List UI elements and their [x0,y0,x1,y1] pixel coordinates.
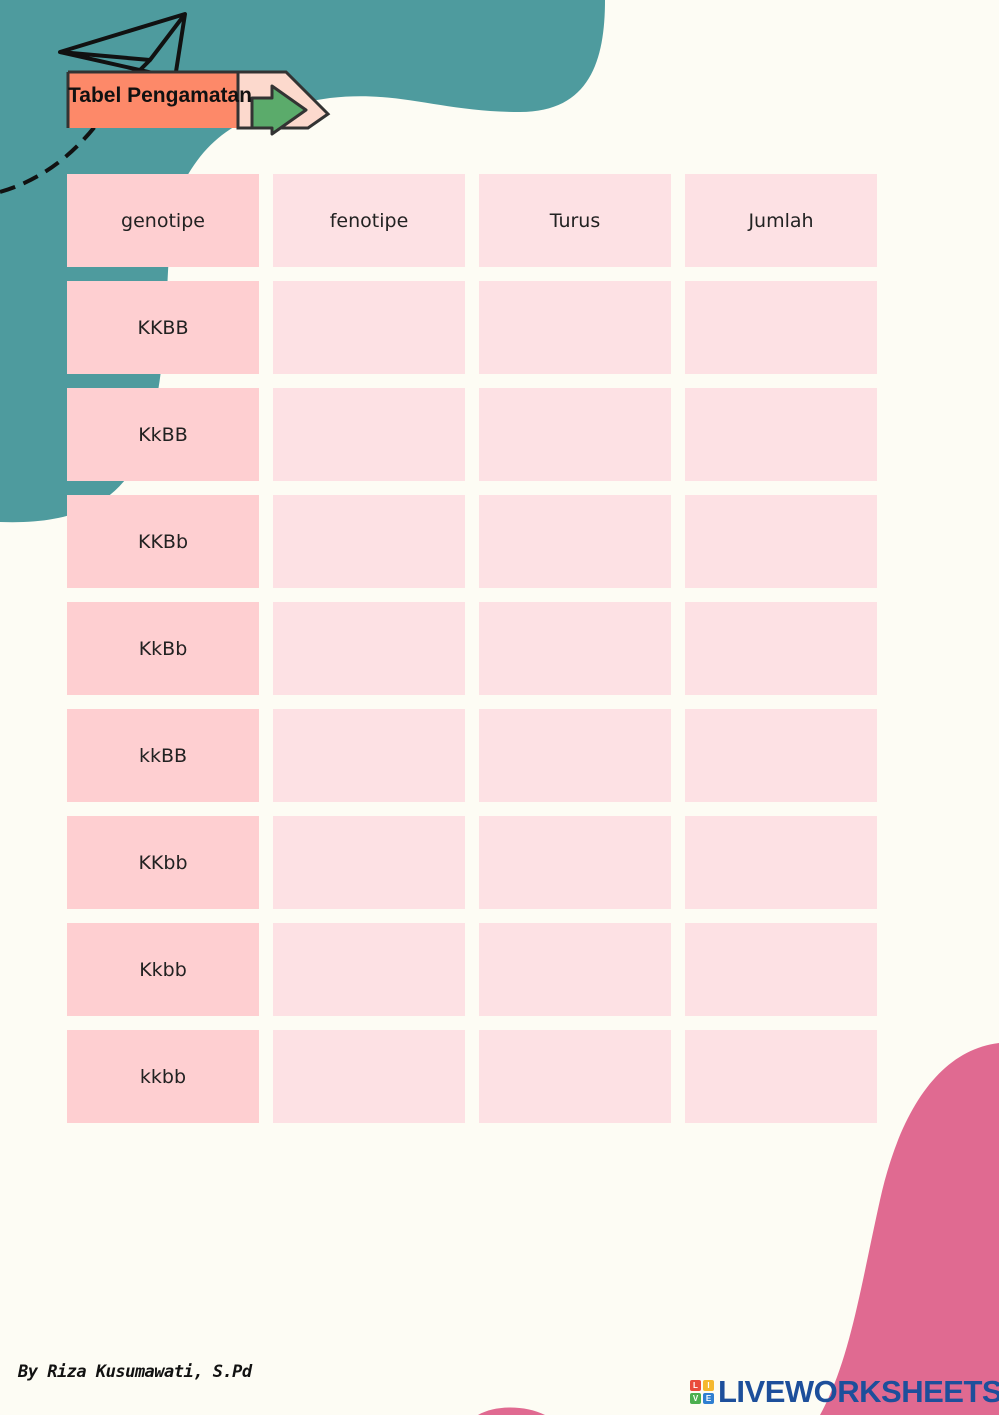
table-header-jumlah: Jumlah [685,174,877,267]
phenotype-input-cell[interactable] [273,709,465,802]
tally-input-cell[interactable] [479,923,671,1016]
genotype-cell: Kkbb [67,923,259,1016]
liveworksheets-logo[interactable]: L I V E LIVEWORKSHEETS [690,1374,999,1410]
count-input-cell[interactable] [685,602,877,695]
count-input-cell[interactable] [685,388,877,481]
phenotype-input-cell[interactable] [273,1030,465,1123]
genotype-cell: KKbb [67,816,259,909]
arrow-right-icon [250,84,308,136]
genotype-cell: KkBB [67,388,259,481]
phenotype-input-cell[interactable] [273,495,465,588]
tally-input-cell[interactable] [479,495,671,588]
count-input-cell[interactable] [685,816,877,909]
count-input-cell[interactable] [685,495,877,588]
author-credit: By Riza Kusumawati, S.Pd [18,1362,252,1382]
table-header-turus: Turus [479,174,671,267]
genotype-cell: KKBB [67,281,259,374]
genotype-cell: kkBB [67,709,259,802]
tally-input-cell[interactable] [479,388,671,481]
tally-input-cell[interactable] [479,602,671,695]
tally-input-cell[interactable] [479,281,671,374]
count-input-cell[interactable] [685,923,877,1016]
title-banner [66,70,331,136]
tally-input-cell[interactable] [479,709,671,802]
phenotype-input-cell[interactable] [273,816,465,909]
count-input-cell[interactable] [685,709,877,802]
count-input-cell[interactable] [685,281,877,374]
liveworksheets-wordmark: LIVEWORKSHEETS [718,1374,999,1409]
phenotype-input-cell[interactable] [273,281,465,374]
genotype-cell: KkBb [67,602,259,695]
genotype-cell: KKBb [67,495,259,588]
table-header-fenotipe: fenotipe [273,174,465,267]
genotype-cell: kkbb [67,1030,259,1123]
phenotype-input-cell[interactable] [273,923,465,1016]
observation-table: genotipe fenotipe Turus Jumlah KKBB KkBB… [67,174,877,1123]
phenotype-input-cell[interactable] [273,602,465,695]
count-input-cell[interactable] [685,1030,877,1123]
tally-input-cell[interactable] [479,1030,671,1123]
liveworksheets-icon: L I V E [690,1380,714,1404]
phenotype-input-cell[interactable] [273,388,465,481]
pink-blob-small [478,1407,545,1415]
page-title: Tabel Pengamatan [68,84,252,107]
tally-input-cell[interactable] [479,816,671,909]
table-header-genotipe: genotipe [67,174,259,267]
